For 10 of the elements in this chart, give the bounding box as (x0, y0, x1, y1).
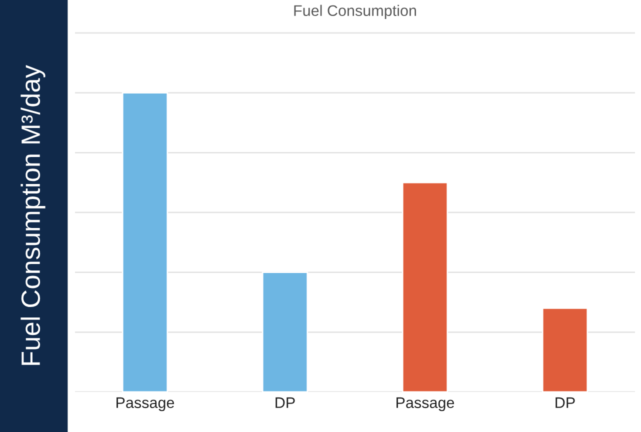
chart-title: Fuel Consumption (294, 4, 416, 20)
bar (542, 308, 588, 392)
x-tick-label: Passage (116, 397, 174, 412)
bar (402, 182, 448, 392)
bar (122, 92, 168, 392)
x-tick-label: DP (556, 397, 575, 408)
y-axis-title: Fuel Consumption M³/day (20, 64, 46, 365)
x-tick-label: Passage (396, 397, 454, 412)
bar (262, 272, 308, 392)
x-tick-label: DP (276, 397, 295, 408)
